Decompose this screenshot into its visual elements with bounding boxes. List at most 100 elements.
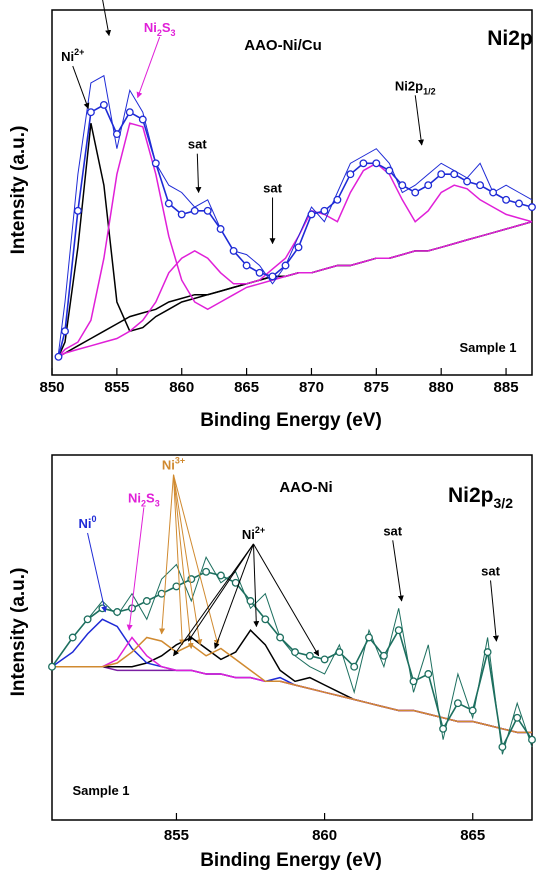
- peak-label-sup: 3+: [175, 456, 185, 466]
- y-axis-label: Intensity (a.u.): [8, 126, 29, 255]
- corner-title: Ni2p3/2: [448, 484, 513, 511]
- series-fit-line: [51, 570, 533, 750]
- series-background-line: [52, 665, 532, 734]
- peak-arrow: [172, 474, 194, 650]
- fit-point: [528, 203, 536, 212]
- x-tick-label: 875: [364, 379, 389, 396]
- series-sat-line: [58, 162, 533, 358]
- peak-arrow: [187, 543, 254, 642]
- peak-label: Ni3+: [162, 456, 185, 473]
- corner-title-main: Ni2p: [448, 484, 494, 507]
- chart-title: AAO-Ni: [279, 479, 332, 496]
- fit-point: [255, 268, 264, 277]
- fit-point: [291, 648, 299, 657]
- peak-label-main: Ni: [162, 458, 175, 473]
- x-tick-label: 870: [299, 379, 324, 396]
- peak-label: Ni2+: [242, 525, 265, 542]
- fit-point: [203, 206, 212, 215]
- fit-point: [54, 352, 63, 361]
- peak-arrow: [252, 543, 260, 628]
- fit-point: [216, 571, 225, 580]
- fit-point: [468, 706, 477, 715]
- fit-point: [83, 615, 92, 624]
- peak-label-main: sat: [481, 563, 500, 578]
- fit-point: [164, 199, 173, 208]
- x-tick-label: 850: [39, 379, 64, 396]
- peak-label: Ni2S3: [144, 20, 176, 38]
- peak-label-after: S: [162, 20, 171, 35]
- fit-point: [333, 195, 342, 204]
- fit-point: [515, 199, 523, 208]
- fit-point: [350, 662, 359, 671]
- peak-label: Ni2+: [61, 47, 84, 64]
- peak-arrow: [126, 507, 145, 631]
- plot-frame: [51, 9, 533, 376]
- peak-label: sat: [383, 523, 402, 538]
- fit-point: [48, 662, 56, 671]
- peak-label-sup: 0: [92, 514, 97, 524]
- peak-label-after: S: [146, 490, 155, 505]
- fit-point: [229, 246, 238, 255]
- fit-point: [216, 225, 225, 233]
- peak-label-after-sub: 3: [171, 28, 176, 38]
- peak-label-sub: 2: [157, 28, 162, 38]
- peak-label: sat: [481, 563, 500, 578]
- peak-label-main: sat: [263, 181, 282, 196]
- fit-point: [246, 597, 255, 605]
- fit-point: [294, 243, 303, 252]
- x-tick-label: 865: [234, 379, 259, 396]
- x-axis-label: Binding Energy (eV): [200, 850, 382, 871]
- fit-point: [453, 699, 462, 708]
- fit-point: [437, 170, 446, 179]
- peak-label: sat: [188, 137, 207, 152]
- plot-marks: [54, 74, 536, 361]
- fit-point: [365, 633, 373, 642]
- fit-point: [498, 743, 507, 751]
- fit-point: [411, 188, 420, 197]
- fit-point: [190, 206, 199, 215]
- plot-frame: [51, 454, 533, 821]
- sample-label: Sample 1: [72, 783, 129, 798]
- corner-title-sub: 3/2: [494, 495, 514, 511]
- peak-label-main: Ni: [61, 49, 74, 64]
- fit-point: [268, 272, 277, 281]
- fit-point: [305, 651, 314, 660]
- peak-annotations: Ni2+Ni2p3/2Ni2S3satsatNi2p1/2: [61, 0, 436, 245]
- series-raw-line: [58, 74, 533, 354]
- series-ni2plus-line: [57, 123, 533, 358]
- peak-label-sub: 2: [141, 498, 146, 508]
- fit-point: [439, 724, 448, 733]
- fit-point: [73, 206, 82, 215]
- fit-point: [335, 648, 344, 657]
- fit-point: [528, 735, 536, 744]
- peak-arrow: [159, 474, 174, 635]
- peak-label-main: Ni: [144, 20, 157, 35]
- peak-arrow: [392, 540, 404, 602]
- fit-point: [489, 188, 498, 197]
- plot-marks: [48, 555, 536, 755]
- fit-point: [409, 677, 418, 686]
- peak-arrow: [173, 543, 254, 657]
- x-tick-label: 855: [164, 827, 189, 844]
- fit-point: [138, 115, 147, 124]
- x-tick-label: 880: [429, 379, 454, 396]
- peak-arrow: [214, 543, 254, 650]
- fit-point: [424, 181, 433, 190]
- peak-label: Ni2p1/2: [395, 78, 436, 96]
- fit-point: [346, 170, 355, 179]
- peak-label-main: Ni: [242, 527, 255, 542]
- peak-arrow: [172, 474, 220, 646]
- peak-arrow: [490, 580, 499, 642]
- fit-point: [320, 206, 329, 215]
- peak-label: Ni2S3: [128, 490, 160, 508]
- peak-label-main: Ni2p: [395, 78, 423, 93]
- peak-label-after-sub: 3: [155, 498, 160, 508]
- fit-point: [261, 615, 270, 624]
- fit-point: [394, 626, 403, 635]
- x-ticks: 855 860 865: [164, 813, 485, 844]
- peak-label: sat: [263, 181, 282, 196]
